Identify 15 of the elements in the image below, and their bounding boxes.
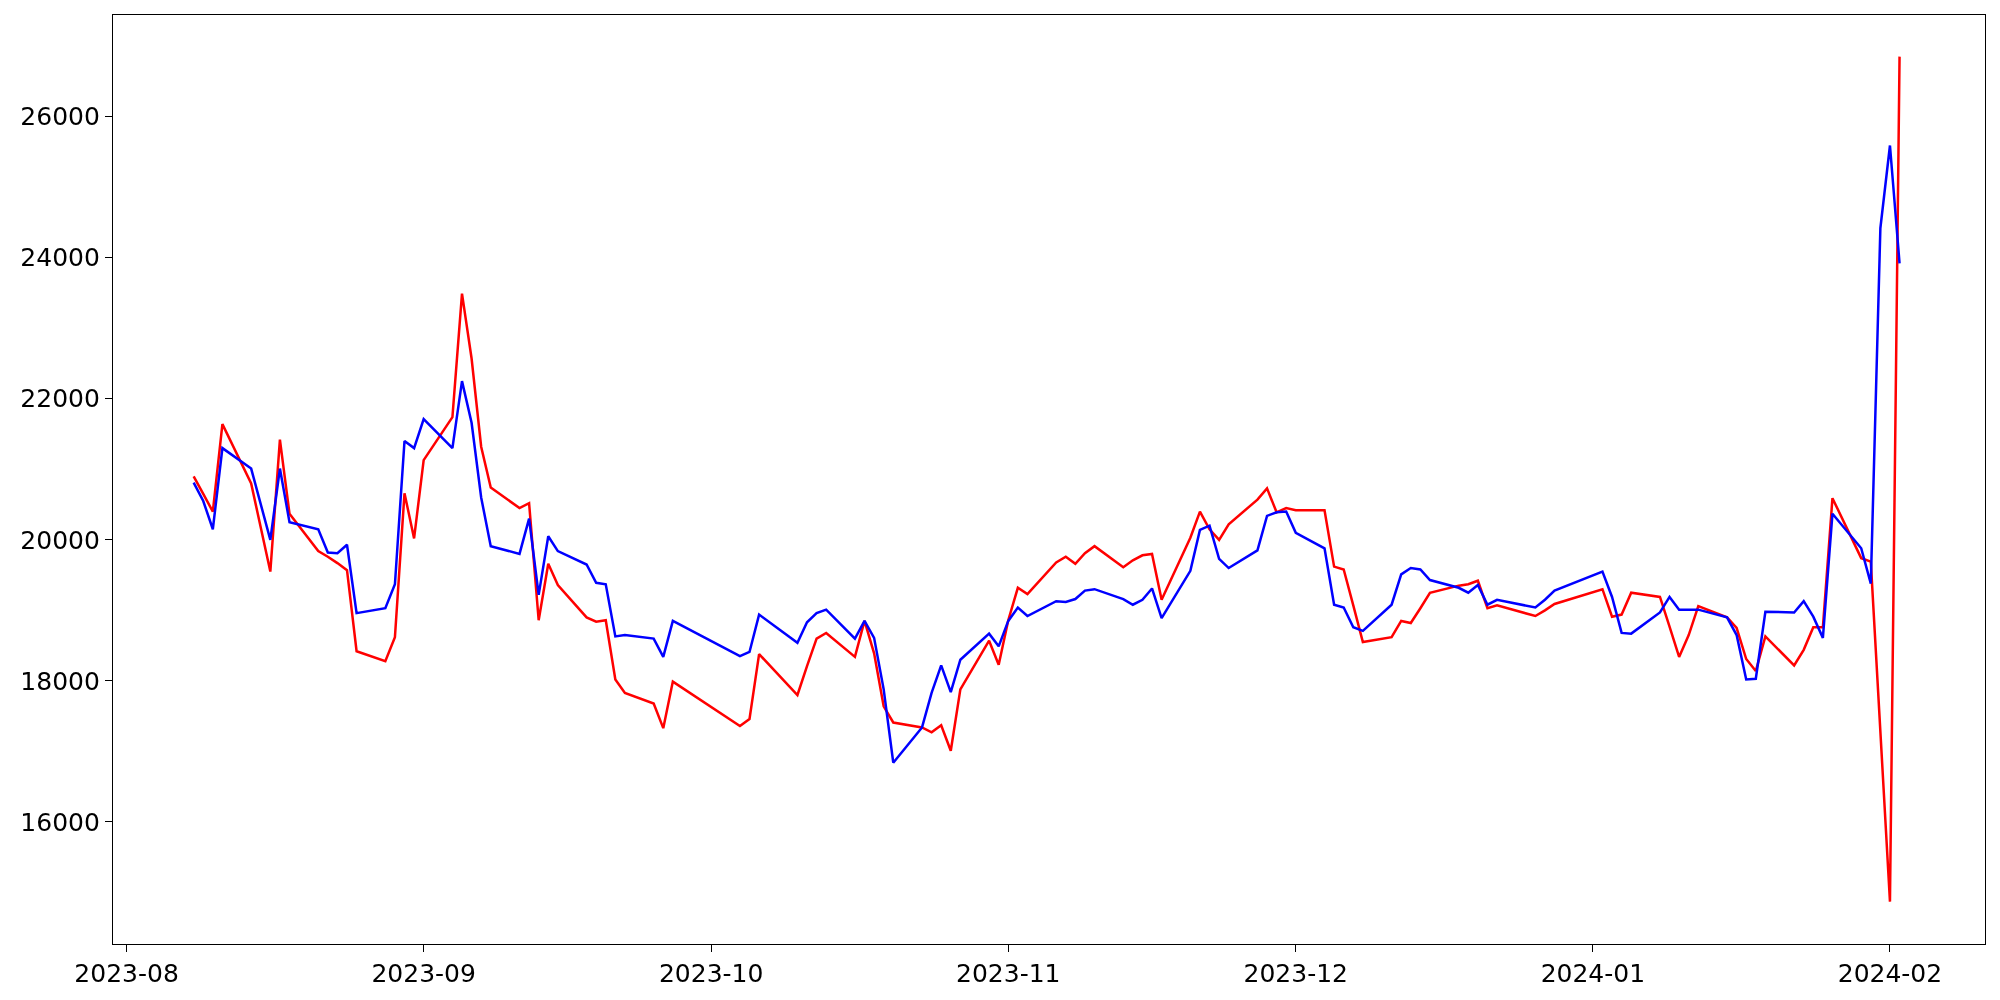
x-tick-label: 2024-02 — [1837, 959, 1943, 989]
y-tick-label: 22000 — [20, 384, 100, 414]
line-series — [192, 144, 1901, 764]
y-tick-label: 16000 — [20, 807, 100, 837]
x-tick-label: 2023-09 — [371, 959, 476, 989]
y-tick-label: 20000 — [20, 525, 100, 555]
x-tick-label: 2024-01 — [1540, 959, 1646, 989]
x-tick-label: 2023-11 — [956, 959, 1061, 989]
x-tick-label: 2023-12 — [1243, 959, 1349, 989]
y-tick-label: 26000 — [20, 102, 100, 132]
x-tick-label: 2023-08 — [74, 959, 179, 989]
line-series — [192, 55, 1901, 903]
x-tick-label: 2023-10 — [658, 959, 764, 989]
y-tick-label: 24000 — [20, 243, 100, 273]
y-tick-label: 18000 — [20, 666, 100, 696]
